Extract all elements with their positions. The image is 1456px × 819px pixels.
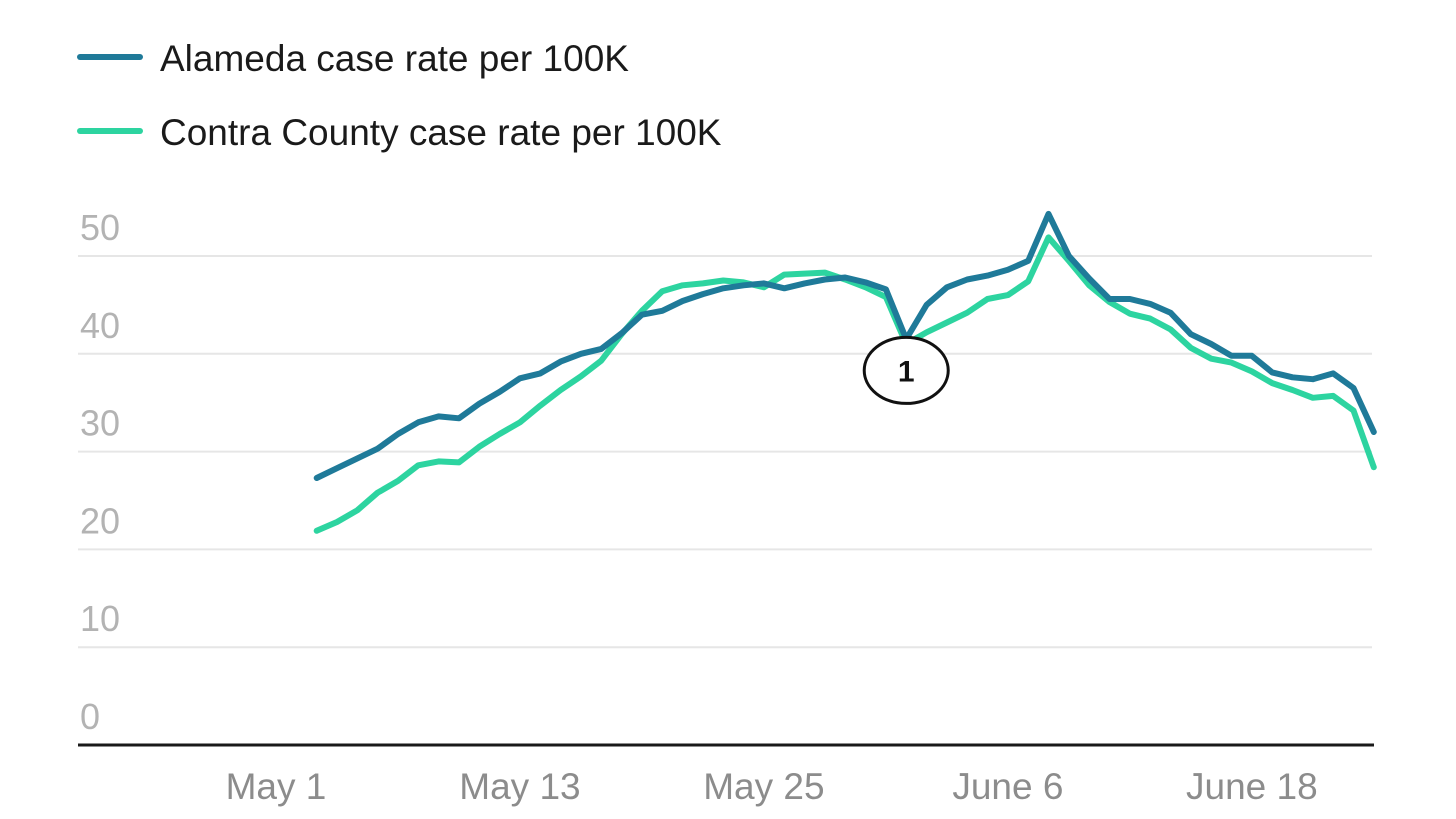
x-tick-label-3: June 6 bbox=[952, 766, 1063, 807]
y-tick-label-30: 30 bbox=[80, 403, 120, 444]
annotation-label-0: 1 bbox=[898, 355, 915, 388]
legend-label-contra: Contra County case rate per 100K bbox=[160, 112, 722, 153]
series-lines bbox=[313, 210, 1377, 534]
y-tick-label-20: 20 bbox=[80, 500, 120, 541]
legend: Alameda case rate per 100K Contra County… bbox=[77, 38, 722, 153]
y-tick-label-50: 50 bbox=[80, 207, 120, 248]
annotations: 1 bbox=[862, 335, 950, 405]
legend-label-alameda: Alameda case rate per 100K bbox=[160, 38, 629, 79]
series-line-alameda bbox=[313, 210, 1377, 481]
y-tick-label-0: 0 bbox=[80, 696, 100, 737]
x-tick-label-4: June 18 bbox=[1186, 766, 1318, 807]
x-axis-ticks: May 1 May 13 May 25 June 6 June 18 bbox=[226, 766, 1318, 807]
gridlines bbox=[78, 255, 1372, 649]
legend-item-alameda: Alameda case rate per 100K bbox=[77, 38, 629, 79]
legend-item-contra: Contra County case rate per 100K bbox=[77, 112, 722, 153]
series-line-contra bbox=[313, 234, 1377, 534]
y-tick-label-40: 40 bbox=[80, 305, 120, 346]
x-tick-label-1: May 13 bbox=[459, 766, 580, 807]
annotation-marker-0 bbox=[862, 335, 950, 405]
x-tick-label-2: May 25 bbox=[703, 766, 824, 807]
x-tick-label-0: May 1 bbox=[226, 766, 327, 807]
y-axis-ticks: 0 10 20 30 40 50 bbox=[80, 207, 120, 737]
y-tick-label-10: 10 bbox=[80, 598, 120, 639]
